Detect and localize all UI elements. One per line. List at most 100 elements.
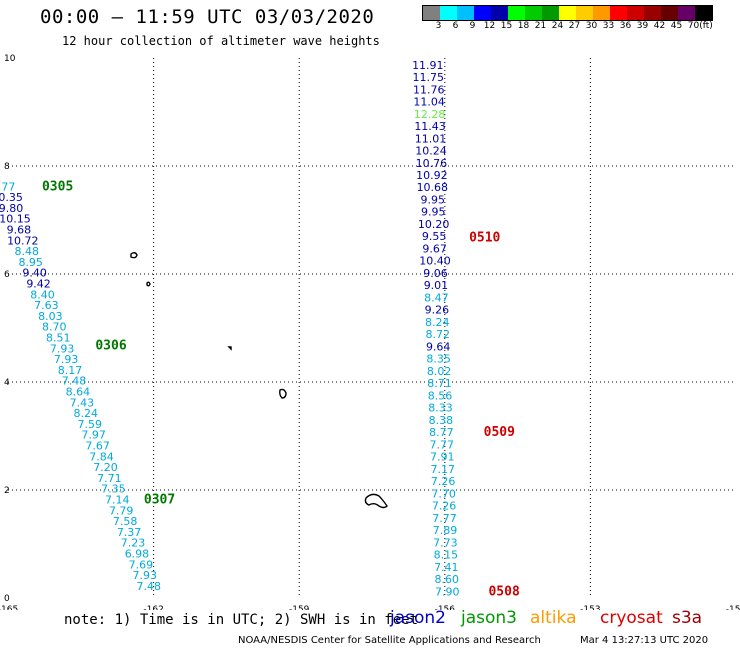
wave-height-label: 8.24 [425,316,450,329]
wave-height-label: 8.71 [427,377,452,390]
x-tick-label: -153 [580,605,600,610]
pass-time-label: 0307 [144,493,175,508]
wave-height-label: 7.93 [50,342,75,355]
wave-height-label: 7.20 [93,461,118,474]
wave-height-label: 12.28 [414,108,446,121]
wave-height-label: 7.89 [433,524,458,537]
x-tick-label: -150 [726,605,740,610]
color-scale-label: 30 [585,21,598,31]
wave-height-label: 7.91 [430,451,455,464]
color-scale-swatch [542,6,559,20]
wave-height-label: 7.35 [101,483,126,496]
wave-height-label: 8.38 [429,414,454,427]
pass-time-label: 0508 [488,584,519,599]
wave-height-label: 10.40 [419,255,451,268]
wave-height-label: 8.72 [425,328,450,341]
legend-jason2: jason2 [390,608,446,628]
color-scale-swatch [508,6,525,20]
legend-altika: altika [530,608,577,628]
color-scale-swatch [661,6,678,20]
color-scale-label: 70 [687,21,700,31]
wave-height-label: 8.03 [38,310,63,323]
wave-height-label: 10.68 [417,181,449,194]
wave-height-label: 8.33 [428,402,453,415]
wave-height-label: 8.15 [434,549,459,562]
color-scale-label: 6 [452,21,459,31]
coastline-island [364,493,388,509]
wave-height-label: 9.68 [7,224,32,237]
wave-height-label: 8.40 [30,288,55,301]
wave-height-label: 8.17 [58,364,83,377]
x-tick-label: -159 [289,605,310,610]
color-scale-label: 45 [670,21,683,31]
wave-height-label: 7.41 [434,561,459,574]
color-scale-label: 36 [619,21,632,31]
wave-height-label: 9.42 [26,278,51,291]
color-scale-swatch [440,6,457,20]
color-scale-label: (ft) [699,21,713,31]
color-scale-swatch [559,6,576,20]
wave-height-label: 8.60 [435,573,460,586]
color-scale-swatch [644,6,661,20]
wave-height-label: 9.64 [426,340,451,353]
color-scale-swatch [678,6,695,20]
color-scale-label: 24 [551,21,564,31]
chart-subtitle: 12 hour collection of altimeter wave hei… [62,34,380,48]
wave-height-label: 7.48 [62,375,87,388]
wave-height-label: 8.56 [428,389,453,402]
wave-height-label: 8.77 [429,426,454,439]
color-scale-bar [422,5,713,21]
color-scale-swatch [474,6,491,20]
plot-area: -165-162-159-156-153-15002468108.7710.35… [0,54,740,610]
wave-height-label: 9.06 [423,267,448,280]
color-scale-swatch [423,6,440,20]
color-scale-label: 9 [469,21,476,31]
legend-jason3: jason3 [461,608,517,628]
wave-height-label: 11.75 [413,71,445,84]
color-scale-label: 33 [602,21,615,31]
wave-height-label: 9.26 [425,304,450,317]
chart-title: 00:00 — 11:59 UTC 03/03/2020 [40,6,375,28]
pass-time-label: 0509 [484,425,515,440]
color-scale-label: 12 [483,21,496,31]
wave-height-label: 8.51 [46,332,71,345]
wave-height-label: 7.26 [432,500,457,513]
coastline-island [130,252,138,259]
color-scale-label: 21 [534,21,547,31]
wave-height-label: 10.72 [7,234,39,247]
wave-height-label: 9.95 [421,193,446,206]
color-scale-swatch [593,6,610,20]
color-scale-swatch [491,6,508,20]
wave-height-label: 10.76 [416,157,448,170]
y-tick-label: 4 [4,378,10,388]
wave-height-label: 7.63 [34,299,59,312]
legend-cryosat: cryosat [600,608,663,628]
y-tick-label: 8 [4,162,10,172]
pass-time-label: 0510 [469,231,500,246]
x-tick-label: -165 [0,605,18,610]
wave-height-label: 9.95 [421,206,446,219]
wave-height-label: 7.93 [54,353,79,366]
wave-height-label: 9.80 [0,202,23,215]
wave-height-label: 8.95 [18,256,43,269]
wave-height-label: 11.01 [415,132,447,145]
wave-height-label: 10.20 [418,218,450,231]
wave-height-label: 7.73 [433,536,458,549]
color-scale-swatch [695,6,712,20]
color-scale-labels: 3 6 9 12 15 18 21 24 27 30 33 36 39 42 45 70 (ft) [422,21,740,33]
wave-height-label: 10.35 [0,191,23,204]
wave-height-label: 7.17 [430,463,455,476]
y-tick-label: 6 [4,270,10,280]
color-scale-label: 42 [653,21,666,31]
wave-height-label: 7.67 [85,440,110,453]
coastline-island [279,388,287,399]
wave-height-label: 7.79 [109,504,134,517]
wave-height-label: 7.14 [105,494,130,507]
wave-height-label: 7.97 [81,429,106,442]
color-scale-label: 18 [517,21,530,31]
color-scale-swatch [576,6,593,20]
wave-height-label: 8.35 [426,353,451,366]
color-scale-swatch [457,6,474,20]
legend-s3a: s3a [672,608,703,628]
color-scale-label: 39 [636,21,649,31]
